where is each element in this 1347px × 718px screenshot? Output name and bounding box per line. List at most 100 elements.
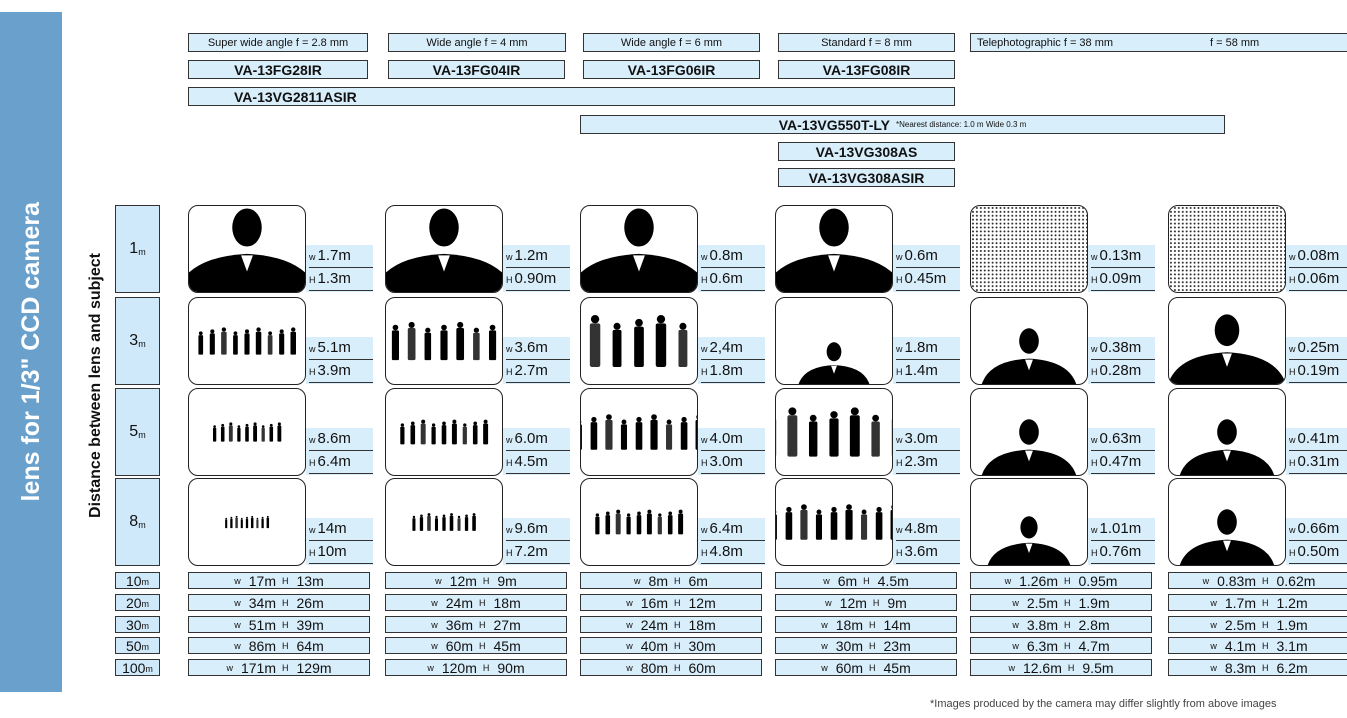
size-row: w 3.8m H 2.8m [970, 616, 1152, 633]
silhouette [235, 515, 238, 518]
size-box: w 1.01m H 0.76m [1088, 518, 1155, 565]
distance-unit: m [141, 599, 150, 609]
lens-header: Super wide angle f = 2.8 mm [188, 33, 368, 52]
size-prefix: w [431, 619, 438, 630]
size-value: 4.8m [709, 543, 743, 561]
size-line: H 1.3m [309, 269, 373, 292]
photo-frame [580, 388, 698, 476]
size-row: w 171m H 129m [188, 659, 370, 676]
size-prefix: w [234, 575, 241, 586]
size-prefix: H [674, 575, 681, 586]
silhouette [776, 514, 777, 540]
photo-frame [1168, 478, 1286, 566]
size-box: w 3.0m H 2.3m [893, 428, 960, 475]
silhouette [473, 327, 479, 333]
size-line: w 0.63m [1091, 429, 1155, 451]
silhouette [431, 426, 436, 445]
size-value: 1.01m [1099, 519, 1142, 537]
size-prefix: w [234, 640, 241, 651]
size-row: w 34m H 26m [188, 594, 370, 611]
size-box: w 0.41m H 0.31m [1286, 428, 1347, 475]
size-value: 1.2m [514, 246, 548, 264]
distance-box: 20 m [115, 594, 160, 611]
size-prefix: w [701, 434, 708, 445]
size-value: 0.38m [1099, 338, 1142, 356]
distance: 30 [125, 616, 142, 633]
silhouette [678, 513, 684, 535]
silhouette [225, 517, 228, 520]
size-value: 17m [248, 572, 276, 589]
silhouette [615, 513, 621, 535]
size-prefix: H [1289, 548, 1296, 559]
distance-unit: m [141, 642, 150, 652]
size-value: 45m [493, 637, 521, 654]
silhouette [457, 515, 461, 519]
size-prefix: H [1091, 548, 1098, 559]
size-prefix: w [626, 640, 633, 651]
axis-label: Distance between lens and subject [87, 252, 104, 518]
photo-frame [188, 205, 306, 293]
silhouette [816, 509, 822, 515]
silhouette [244, 333, 250, 355]
size-prefix: H [1067, 662, 1075, 673]
silhouette [442, 421, 446, 426]
silhouette [651, 414, 657, 420]
silhouette [240, 519, 243, 529]
silhouette [1169, 206, 1285, 292]
size-row: w 4.1m H 3.1m [1168, 637, 1347, 654]
size-line: w 0.66m [1289, 519, 1347, 541]
silhouette [1217, 509, 1237, 535]
silhouette [442, 514, 446, 518]
silhouette [635, 422, 643, 450]
silhouette [209, 333, 215, 355]
distance-box: 50 m [115, 637, 160, 654]
photo-frame [580, 478, 698, 566]
size-value: 2.5m [1224, 616, 1256, 633]
silhouette [220, 426, 225, 442]
silhouette [786, 506, 792, 513]
photo-frame [970, 478, 1088, 566]
size-line: w 1.2m [506, 246, 570, 268]
size-value: 0.50m [1297, 543, 1340, 561]
size-prefix: w [309, 343, 316, 354]
size-prefix: H [479, 597, 486, 608]
size-value: 12.6m [1022, 659, 1062, 676]
size-prefix: H [309, 548, 316, 559]
size-value: 8.3m [1224, 659, 1256, 676]
size-line: w 0.8m [701, 246, 765, 268]
size-prefix: w [435, 575, 442, 586]
silhouette [830, 411, 838, 419]
size-prefix: w [1004, 575, 1012, 586]
photo [776, 407, 892, 457]
silhouette [279, 333, 285, 355]
size-prefix: H [282, 662, 289, 673]
silhouette [261, 516, 264, 519]
size-prefix: w [234, 619, 241, 630]
size-prefix: w [309, 251, 316, 262]
size-value: 6.2m [1276, 659, 1308, 676]
size-prefix: w [1210, 597, 1217, 608]
model-box: VA-13FG28IR [188, 60, 368, 79]
size-prefix: H [479, 640, 486, 651]
size-prefix: w [896, 524, 903, 535]
size-prefix: H [872, 597, 880, 608]
silhouette [427, 515, 431, 531]
size-row: w 0.83m H 0.62m [1168, 572, 1347, 589]
size-prefix: w [701, 524, 708, 535]
silhouette [595, 513, 600, 517]
size-row: w 6.3m H 4.7m [970, 637, 1152, 654]
size-row: w 8.3m H 6.2m [1168, 659, 1347, 676]
size-value: 0.6m [904, 246, 938, 264]
size-value: 80m [640, 659, 668, 676]
distance-unit: m [141, 577, 150, 587]
silhouette [819, 208, 849, 247]
silhouette [666, 419, 672, 425]
size-value: 6.3m [1026, 637, 1058, 654]
size-value: 9m [887, 594, 907, 611]
silhouette [801, 504, 807, 510]
silhouette [488, 330, 497, 361]
size-value: 18m [835, 616, 863, 633]
size-value: 3.8m [1026, 616, 1058, 633]
size-prefix: w [1008, 662, 1015, 673]
silhouette [472, 515, 476, 531]
